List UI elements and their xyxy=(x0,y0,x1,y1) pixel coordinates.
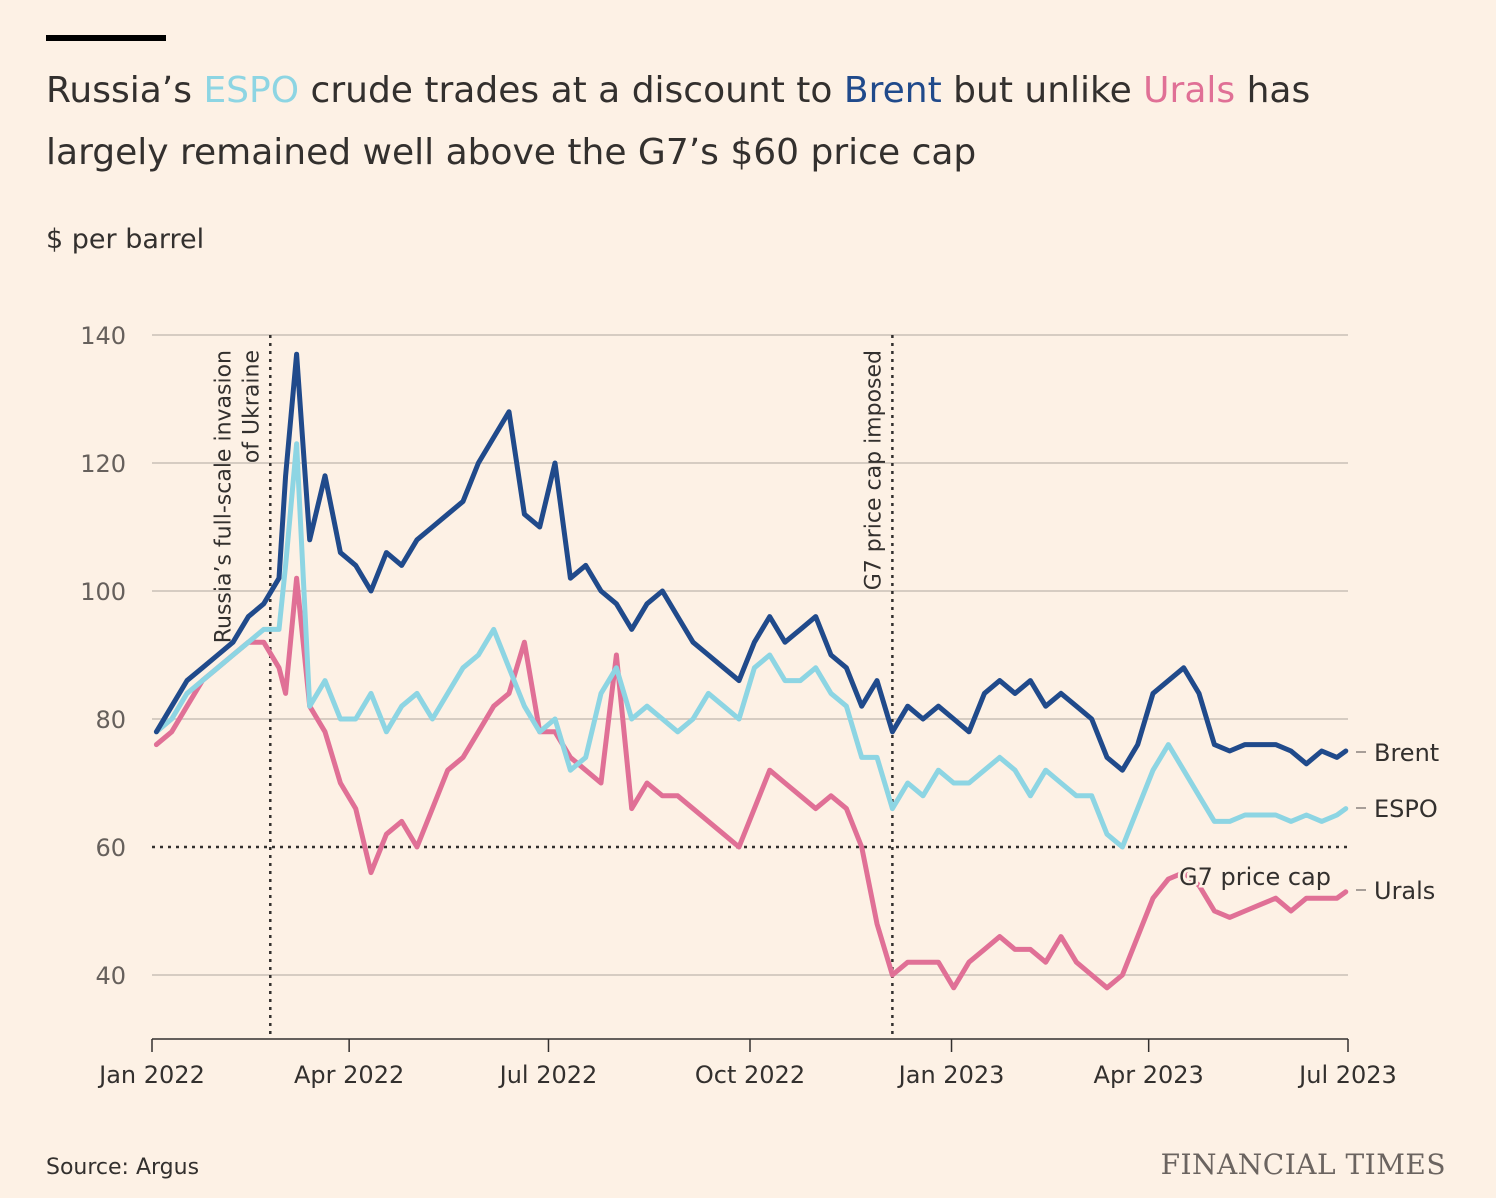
y-axis-unit-label: $ per barrel xyxy=(46,224,205,255)
x-tick-label: Oct 2022 xyxy=(695,1061,805,1089)
title-part-1: Russia’s xyxy=(46,70,204,111)
title-line-2: largely remained well above the G7’s $60… xyxy=(46,132,977,173)
x-tick-label: Apr 2023 xyxy=(1094,1061,1204,1089)
y-tick-label: 60 xyxy=(95,834,126,862)
y-tick-label: 80 xyxy=(95,706,126,734)
title-part-2: crude trades at a discount to xyxy=(299,70,844,111)
title-espo: ESPO xyxy=(203,70,300,111)
y-tick-label: 120 xyxy=(80,450,126,478)
source-note: Source: Argus xyxy=(46,1155,200,1180)
x-tick-label: Jul 2023 xyxy=(1297,1061,1397,1089)
series-line-urals xyxy=(153,575,1349,991)
x-tick-label: Jan 2022 xyxy=(97,1061,205,1089)
series-line-brent xyxy=(153,351,1349,773)
event-annotation-1: G7 price cap imposed xyxy=(861,350,886,590)
top-rule xyxy=(46,35,166,41)
series-line-espo xyxy=(153,441,1349,850)
series-label-brent: Brent xyxy=(1374,739,1439,767)
title-part-3: but unlike xyxy=(941,70,1144,111)
event-label-line-2: of Ukraine xyxy=(239,350,264,463)
event-label-line-1: Russia’s full-scale invasion xyxy=(211,350,236,643)
event-label: G7 price cap imposed xyxy=(861,350,886,590)
brand-logo: FINANCIAL TIMES xyxy=(1160,1148,1446,1181)
title-part-4: has xyxy=(1235,70,1311,111)
chart-title: Russia’s ESPO crude trades at a discount… xyxy=(46,60,1446,184)
title-urals: Urals xyxy=(1143,70,1236,111)
title-brent: Brent xyxy=(843,70,942,111)
event-annotation-0: Russia’s full-scale invasion of Ukraine xyxy=(211,350,264,643)
x-tick-label: Jan 2023 xyxy=(897,1061,1005,1089)
y-tick-label: 140 xyxy=(80,322,126,350)
x-tick-label: Jul 2022 xyxy=(498,1061,598,1089)
y-tick-label: 40 xyxy=(95,962,126,990)
price-cap-label: G7 price cap xyxy=(1179,863,1331,891)
y-tick-label: 100 xyxy=(80,578,126,606)
series-label-urals: Urals xyxy=(1374,877,1435,905)
x-tick-label: Apr 2022 xyxy=(294,1061,404,1089)
series-label-espo: ESPO xyxy=(1374,795,1438,823)
